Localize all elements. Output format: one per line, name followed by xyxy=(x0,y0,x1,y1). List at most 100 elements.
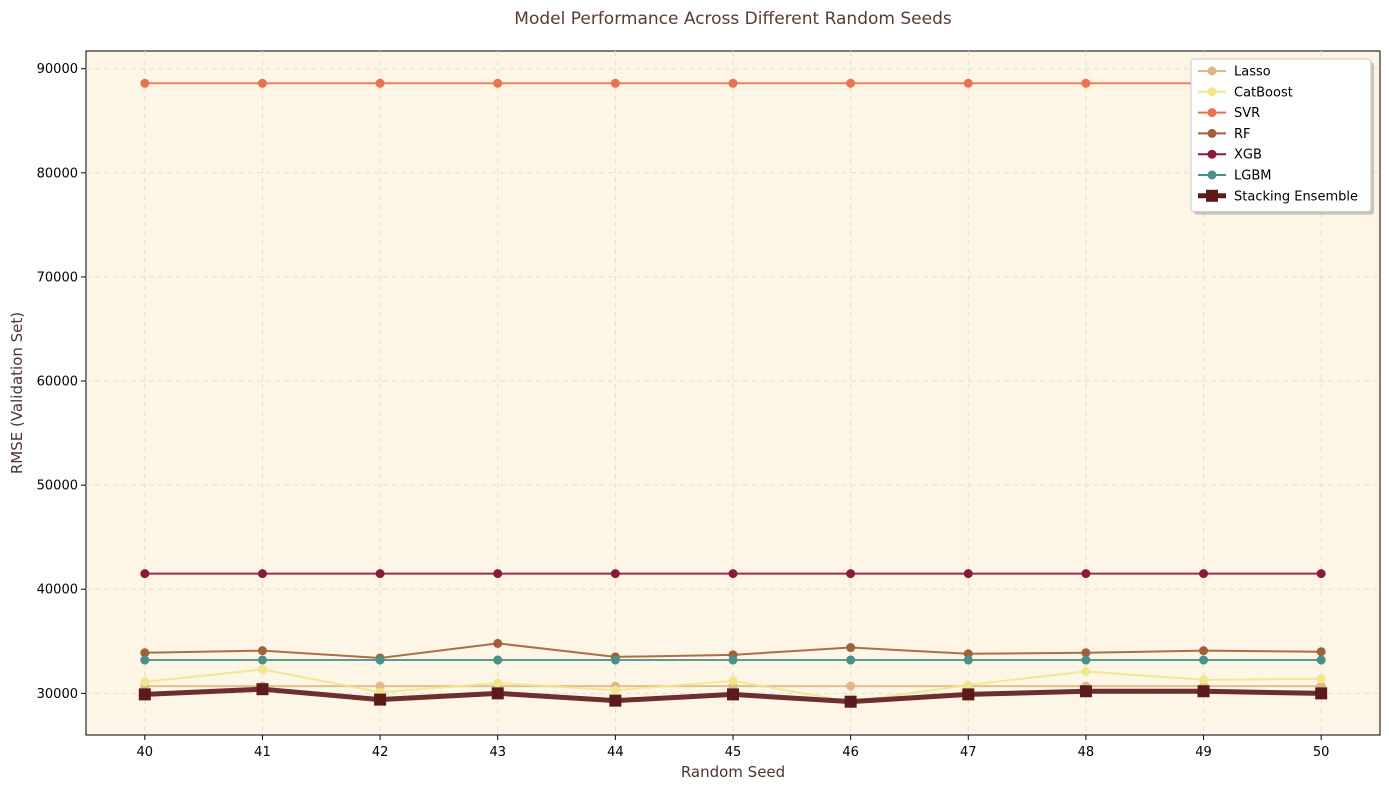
legend-marker xyxy=(1207,170,1217,180)
data-point xyxy=(491,687,504,700)
legend-label: Stacking Ensemble xyxy=(1234,189,1358,204)
data-point xyxy=(493,638,503,648)
data-point xyxy=(140,569,150,579)
legend-item: Stacking Ensemble xyxy=(1198,189,1358,204)
data-point xyxy=(963,680,973,690)
data-point xyxy=(1199,569,1209,579)
x-tick-label: 49 xyxy=(1195,745,1212,760)
data-point xyxy=(1316,674,1326,684)
legend-item: RF xyxy=(1198,127,1251,142)
data-point xyxy=(1199,655,1209,665)
y-tick-label: 40000 xyxy=(37,583,78,598)
data-point xyxy=(257,78,267,88)
data-point xyxy=(846,643,856,653)
data-point xyxy=(846,655,856,665)
x-tick-label: 41 xyxy=(254,745,271,760)
y-tick-label: 30000 xyxy=(37,687,78,702)
data-point xyxy=(1199,675,1209,685)
data-point xyxy=(257,655,267,665)
data-point xyxy=(493,655,503,665)
data-point xyxy=(610,685,620,695)
data-point xyxy=(728,676,738,686)
x-tick-label: 46 xyxy=(842,745,859,760)
x-tick-label: 40 xyxy=(137,745,154,760)
legend-marker xyxy=(1207,87,1217,97)
legend-item: SVR xyxy=(1198,106,1260,121)
series-xgb xyxy=(140,569,1326,579)
y-axis-title: RMSE (Validation Set) xyxy=(8,312,26,474)
legend-label: RF xyxy=(1234,127,1251,142)
grid xyxy=(86,51,1380,735)
data-point xyxy=(846,78,856,88)
data-point xyxy=(375,78,385,88)
data-point xyxy=(728,569,738,579)
chart-title: Model Performance Across Different Rando… xyxy=(514,9,952,29)
x-tick-label: 50 xyxy=(1313,745,1330,760)
legend-item: XGB xyxy=(1198,148,1262,163)
data-point xyxy=(610,655,620,665)
series-catboost xyxy=(140,664,1326,707)
data-point xyxy=(846,681,856,691)
data-point xyxy=(1315,687,1328,700)
legend-marker xyxy=(1207,149,1217,159)
legend-marker xyxy=(1207,128,1217,138)
data-point xyxy=(610,569,620,579)
data-point xyxy=(138,688,151,701)
data-point xyxy=(1316,647,1326,657)
legend-marker xyxy=(1207,66,1217,76)
data-point xyxy=(610,78,620,88)
x-tick-label: 45 xyxy=(725,745,742,760)
series-lines xyxy=(138,78,1328,708)
legend-marker xyxy=(1207,108,1217,118)
data-point xyxy=(963,78,973,88)
y-tick-label: 90000 xyxy=(37,62,78,77)
legend-item: CatBoost xyxy=(1198,85,1293,100)
legend-item: LGBM xyxy=(1198,169,1271,184)
data-point xyxy=(609,694,622,707)
legend: Lasso CatBoost SVR RF XGB LGBM Stacking Ensemb… xyxy=(1190,58,1374,215)
y-tick-label: 70000 xyxy=(37,270,78,285)
data-point xyxy=(963,569,973,579)
data-point xyxy=(493,569,503,579)
data-point xyxy=(1081,648,1091,658)
data-point xyxy=(256,683,269,696)
series-svr xyxy=(140,78,1326,88)
data-point xyxy=(1316,569,1326,579)
y-tick-label: 60000 xyxy=(37,375,78,390)
x-tick-label: 43 xyxy=(489,745,506,760)
data-point xyxy=(140,677,150,687)
x-tick-label: 44 xyxy=(607,745,624,760)
y-tick-label: 50000 xyxy=(37,479,78,494)
data-point xyxy=(493,78,503,88)
data-point xyxy=(727,688,739,701)
x-tick-label: 48 xyxy=(1078,745,1095,760)
legend-box xyxy=(1190,58,1372,213)
legend-label: XGB xyxy=(1234,148,1262,163)
data-point xyxy=(962,688,975,701)
data-point xyxy=(963,655,973,665)
legend-marker xyxy=(1206,189,1218,202)
x-axis-title: Random Seed xyxy=(681,763,785,781)
series-stacking-ensemble xyxy=(138,683,1328,708)
legend-item: Lasso xyxy=(1198,65,1271,80)
data-point xyxy=(846,569,856,579)
data-point xyxy=(375,655,385,665)
data-point xyxy=(1079,685,1092,698)
legend-label: LGBM xyxy=(1234,169,1271,184)
data-point xyxy=(375,569,385,579)
data-point xyxy=(728,78,738,88)
legend-label: Lasso xyxy=(1234,65,1271,80)
data-point xyxy=(1316,655,1326,665)
data-point xyxy=(140,78,150,88)
x-tick-label: 42 xyxy=(372,745,389,760)
data-point xyxy=(374,693,387,706)
data-point xyxy=(493,678,503,688)
data-point xyxy=(1081,569,1091,579)
data-point xyxy=(257,569,267,579)
legend-label: SVR xyxy=(1234,106,1260,121)
data-point xyxy=(963,649,973,659)
data-point xyxy=(1081,655,1091,665)
axes: 40 41 42 43 44 45 46 47 48 49 50 30000 40000 50000 600… xyxy=(37,62,1330,760)
data-point xyxy=(844,695,857,708)
